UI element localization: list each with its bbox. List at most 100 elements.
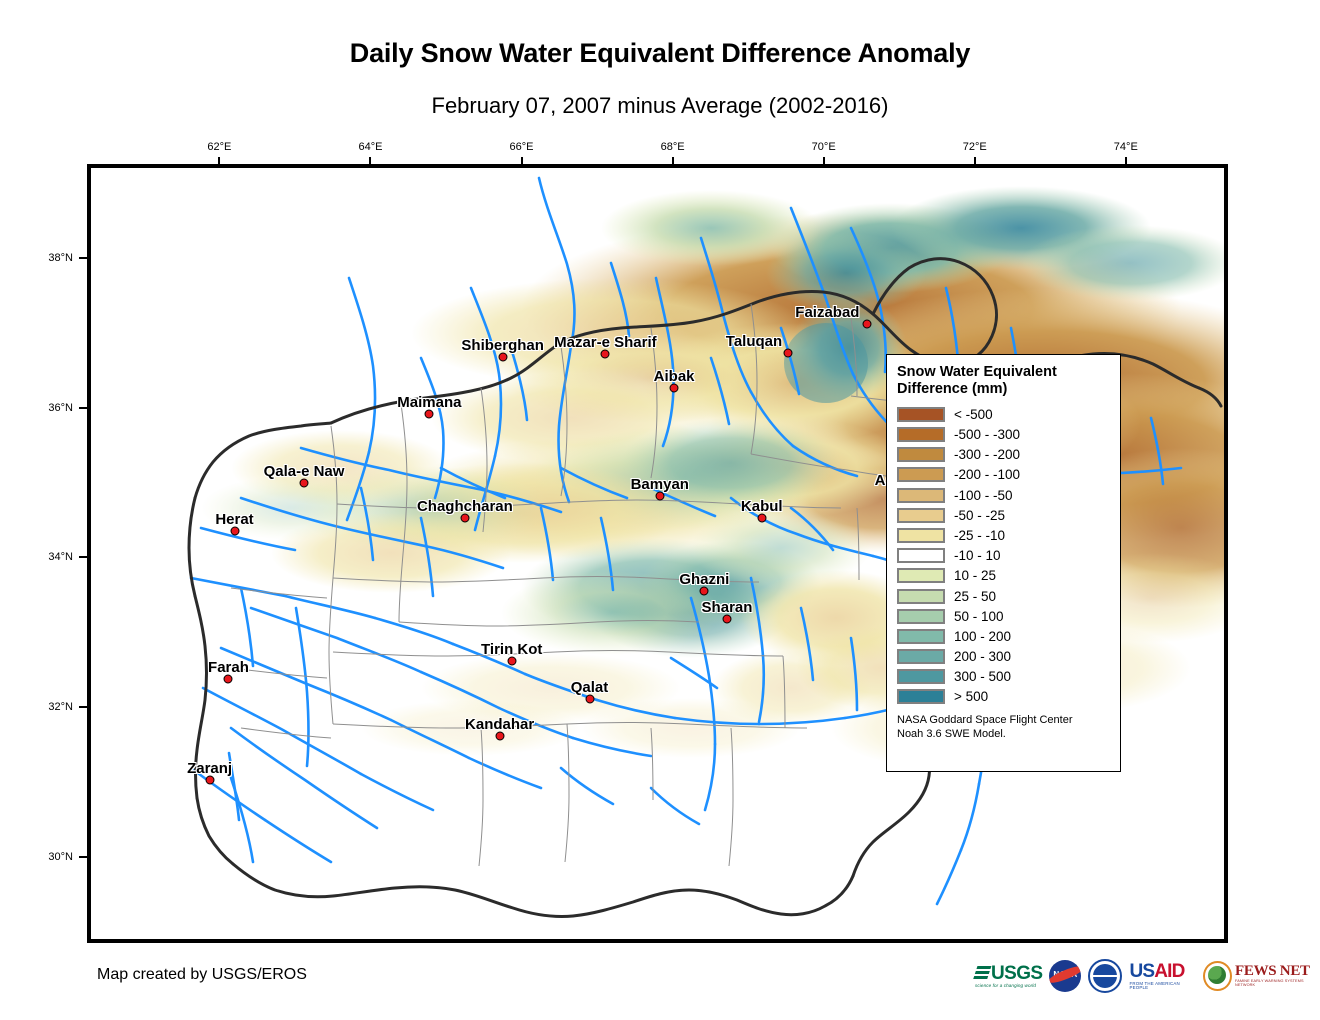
legend-class-label: 200 - 300 (954, 649, 1012, 665)
usaid-wordmark-us: US (1129, 960, 1155, 982)
legend-color-swatch (897, 487, 945, 503)
longitude-tick: 74°E (1113, 141, 1138, 167)
legend-class-row: -25 - -10 (897, 525, 1110, 545)
usgs-logo: USGS science for a changing world (972, 959, 1043, 993)
latitude-tick-mark (79, 855, 89, 858)
legend-color-swatch (897, 406, 945, 422)
usgs-bars-icon (972, 965, 992, 981)
latitude-tick: 32°N (31, 700, 89, 713)
longitude-tick-label: 62°E (207, 141, 232, 153)
admin-boundary-layer (230, 303, 962, 867)
legend-class-label: -10 - 10 (954, 548, 1001, 564)
legend-class-row: < -500 (897, 404, 1110, 424)
longitude-tick-label: 68°E (660, 141, 685, 153)
legend-title: Snow Water Equivalent Difference (mm) (897, 364, 1057, 398)
longitude-tick-mark (1124, 157, 1127, 167)
legend-color-swatch (897, 689, 945, 705)
longitude-tick-label: 70°E (811, 141, 836, 153)
longitude-tick-mark (973, 157, 976, 167)
legend-class-row: 50 - 100 (897, 606, 1110, 626)
nasa-logo: NASA (1049, 959, 1082, 993)
latitude-tick-mark (79, 556, 89, 559)
legend-class-row: 10 - 25 (897, 566, 1110, 586)
latitude-tick: 36°N (31, 401, 89, 414)
legend-color-swatch (897, 467, 945, 483)
longitude-tick: 72°E (962, 141, 987, 167)
legend-class-row: -50 - -25 (897, 505, 1110, 525)
noaa-seal-icon (1093, 964, 1118, 988)
legend-class-label: 50 - 100 (954, 608, 1004, 624)
latitude-tick-label: 32°N (48, 700, 73, 713)
longitude-tick-label: 64°E (358, 141, 383, 153)
map-legend: Snow Water Equivalent Difference (mm) < … (886, 354, 1121, 772)
legend-class-label: -500 - -300 (954, 427, 1021, 442)
longitude-tick-label: 74°E (1113, 141, 1138, 153)
legend-credit: NASA Goddard Space Flight Center Noah 3.… (897, 714, 1073, 740)
legend-class-row: -500 - -300 (897, 424, 1110, 444)
longitude-tick: 64°E (358, 141, 383, 167)
legend-color-swatch (897, 568, 945, 584)
longitude-tick-mark (369, 157, 372, 167)
legend-class-row: -300 - -200 (897, 445, 1110, 465)
legend-class-row: 100 - 200 (897, 626, 1110, 646)
legend-color-swatch (897, 447, 945, 463)
fews-wordmark: FEWS NET (1235, 963, 1310, 980)
legend-class-row: 300 - 500 (897, 667, 1110, 687)
latitude-tick-label: 30°N (48, 850, 73, 863)
longitude-tick: 68°E (660, 141, 685, 167)
latitude-tick-mark (79, 256, 89, 259)
usgs-tagline: science for a changing world (975, 982, 1037, 988)
latitude-tick-label: 36°N (48, 401, 73, 414)
legend-class-row: -200 - -100 (897, 465, 1110, 485)
legend-class-label: 25 - 50 (954, 588, 997, 604)
usgs-wordmark: USGS (991, 962, 1043, 984)
fews-globe-icon (1203, 961, 1233, 991)
longitude-tick-mark (671, 157, 674, 167)
legend-class-label: 300 - 500 (954, 669, 1012, 685)
legend-color-swatch (897, 649, 945, 665)
legend-class-row: -10 - 10 (897, 546, 1110, 566)
latitude-tick: 30°N (31, 850, 89, 863)
legend-color-swatch (897, 527, 945, 543)
latitude-tick: 34°N (31, 551, 89, 563)
legend-class-row: 25 - 50 (897, 586, 1110, 606)
fews-tagline: FAMINE EARLY WARNING SYSTEMS NETWORK (1235, 979, 1304, 987)
latitude-tick-mark (79, 705, 89, 708)
legend-class-row: > 500 (897, 687, 1110, 707)
footer-credit: Map created by USGS/EROS (97, 966, 307, 983)
legend-color-swatch (897, 427, 945, 442)
latitude-tick-mark (79, 406, 89, 409)
fews-net-logo: FEWS NET FAMINE EARLY WARNING SYSTEMS NE… (1203, 959, 1320, 993)
longitude-tick: 66°E (509, 141, 534, 167)
latitude-tick: 38°N (31, 251, 89, 264)
legend-color-swatch (897, 588, 945, 604)
legend-color-swatch (897, 628, 945, 644)
longitude-tick-label: 66°E (509, 141, 534, 153)
page-subtitle: February 07, 2007 minus Average (2002-20… (431, 93, 889, 118)
legend-class-label: -200 - -100 (954, 467, 1021, 483)
noaa-logo (1088, 959, 1123, 993)
legend-class-label: -100 - -50 (954, 487, 1013, 503)
usaid-tagline: FROM THE AMERICAN PEOPLE (1129, 980, 1180, 990)
legend-class-label: -50 - -25 (954, 507, 1006, 523)
longitude-tick-label: 72°E (962, 141, 987, 153)
agency-logo-bar: USGS science for a changing world NASA U… (972, 957, 1320, 995)
usaid-logo: USAID FROM THE AMERICAN PEOPLE (1129, 959, 1196, 993)
longitude-tick-mark (218, 157, 221, 167)
longitude-tick: 70°E (811, 141, 836, 167)
legend-class-list: < -500 -500 - -300 -300 - -200 -200 - -100 -… (897, 404, 1110, 707)
latitude-tick-label: 38°N (48, 251, 73, 264)
usaid-wordmark-aid: AID (1154, 960, 1185, 982)
legend-class-label: > 500 (954, 689, 989, 705)
longitude-tick-mark (822, 157, 825, 167)
legend-color-swatch (897, 548, 945, 564)
legend-color-swatch (897, 507, 945, 523)
legend-class-label: -25 - -10 (954, 527, 1006, 543)
longitude-tick: 62°E (207, 141, 232, 167)
legend-class-label: < -500 (954, 406, 993, 422)
longitude-tick-mark (520, 157, 523, 167)
legend-color-swatch (897, 669, 945, 685)
legend-class-row: -100 - -50 (897, 485, 1110, 505)
legend-class-row: 200 - 300 (897, 646, 1110, 666)
